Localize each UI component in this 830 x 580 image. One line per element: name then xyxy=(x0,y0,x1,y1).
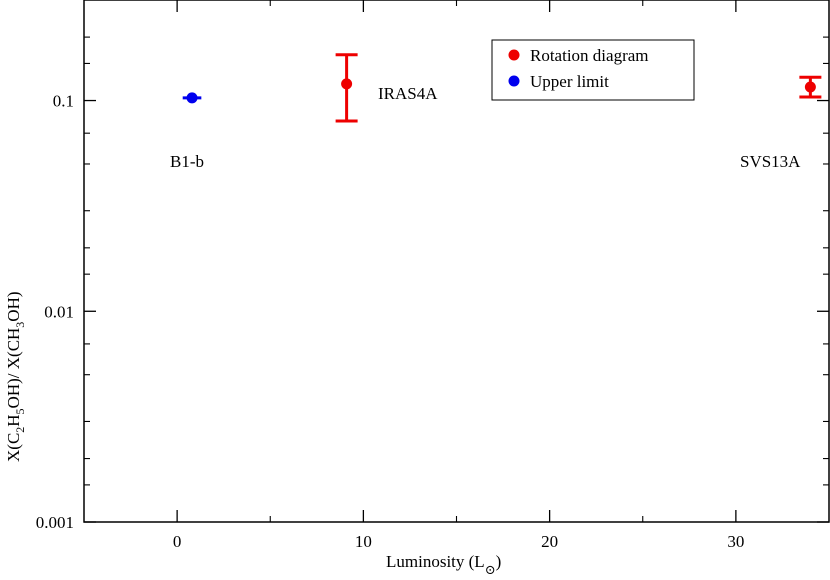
annotation-b1b: B1-b xyxy=(170,152,204,171)
data-marks xyxy=(182,53,822,123)
y-axis-ticks: 0.001 0.01 0.1 xyxy=(36,36,829,532)
data-point-b1-b xyxy=(186,92,198,104)
y-axis-title-sub-3: 3 xyxy=(13,322,27,328)
legend-marker-rotation-diagram xyxy=(508,49,520,61)
y-tick-label: 0.01 xyxy=(44,302,74,321)
x-tick-label: 20 xyxy=(541,532,558,551)
data-point-svs13a xyxy=(804,81,816,93)
x-axis-title: Luminosity (L⊙) xyxy=(386,552,501,577)
x-axis-title-text: Luminosity (L xyxy=(386,552,485,571)
x-tick-label: 0 xyxy=(173,532,182,551)
legend-marker-upper-limit xyxy=(508,75,520,87)
x-tick-label: 10 xyxy=(355,532,372,551)
x-tick-label: 30 xyxy=(727,532,744,551)
annotation-iras4a: IRAS4A xyxy=(378,84,438,103)
y-axis-title-part-b: H xyxy=(4,414,23,426)
y-axis-title-sub-1: 2 xyxy=(13,427,27,433)
y-axis-title-part-c: OH)/ X(CH xyxy=(4,328,23,409)
y-tick-label: 0.1 xyxy=(53,92,74,111)
legend: Rotation diagram Upper limit xyxy=(491,39,695,101)
y-axis-title-part-a: X(C xyxy=(4,433,23,462)
x-axis-title-close: ) xyxy=(496,552,502,571)
annotation-svs13a: SVS13A xyxy=(740,152,801,171)
y-axis-title: X(C2H5OH)/ X(CH3OH) xyxy=(4,291,27,462)
y-axis-title-part-d: OH) xyxy=(4,291,23,321)
data-point-iras4a xyxy=(341,78,353,90)
y-tick-label: 0.001 xyxy=(36,513,74,532)
y-axis-title-sub-2: 5 xyxy=(13,408,27,414)
legend-label-rotation-diagram: Rotation diagram xyxy=(530,46,649,65)
x-axis-title-sub: ⊙ xyxy=(485,562,496,577)
legend-label-upper-limit: Upper limit xyxy=(530,72,609,91)
x-axis-ticks: 0 10 20 30 xyxy=(173,0,744,551)
legend-box xyxy=(491,39,695,101)
plot-frame xyxy=(83,0,830,523)
